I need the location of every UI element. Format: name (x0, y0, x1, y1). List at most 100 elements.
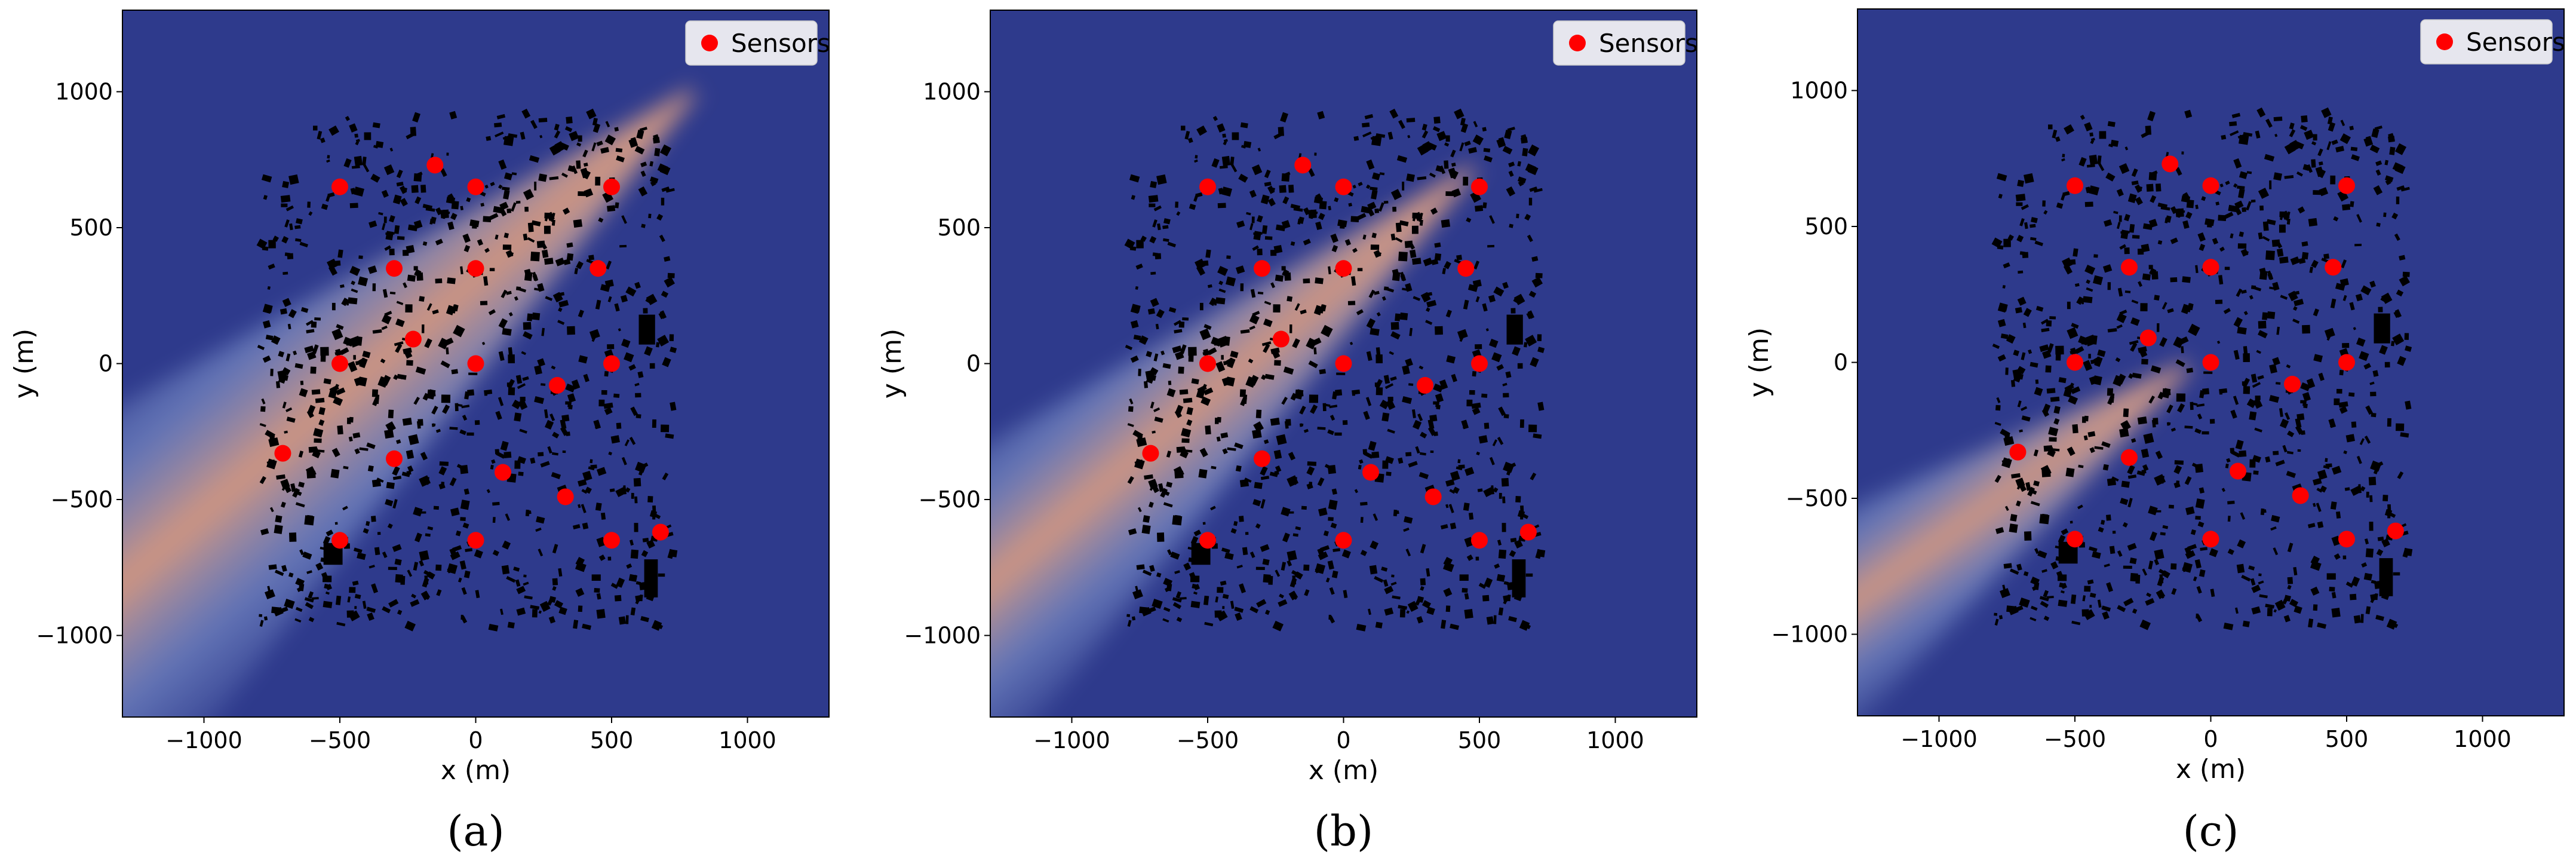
building (296, 586, 303, 592)
building (2339, 278, 2349, 287)
building (410, 599, 420, 607)
building (1287, 296, 1293, 302)
building (1407, 134, 1411, 139)
building (422, 241, 428, 246)
building (536, 240, 545, 249)
building (2093, 254, 2098, 258)
building (1516, 213, 1519, 219)
building (634, 281, 641, 289)
building (1417, 176, 1427, 180)
building (318, 449, 325, 453)
building (1379, 172, 1385, 176)
building (649, 161, 653, 167)
building (2142, 464, 2149, 471)
building (1279, 593, 1284, 599)
building (2230, 409, 2237, 419)
building (1193, 591, 1198, 595)
building (2236, 563, 2245, 574)
building (1454, 108, 1464, 120)
building (1498, 406, 1506, 416)
building (2257, 375, 2264, 380)
building (1222, 593, 1229, 599)
building (558, 292, 565, 296)
building (268, 564, 277, 570)
sensor-point (467, 260, 484, 277)
building (441, 394, 451, 403)
building (262, 320, 271, 329)
building (2098, 163, 2105, 171)
building (2237, 539, 2246, 549)
building (1172, 515, 1183, 526)
building (354, 133, 358, 138)
building (2317, 622, 2327, 629)
building (2022, 322, 2027, 329)
building (1138, 335, 1149, 345)
building (578, 479, 587, 487)
building (2120, 498, 2129, 506)
building (283, 271, 288, 275)
building (1466, 217, 1472, 223)
building (385, 499, 394, 507)
building (2351, 421, 2357, 428)
building (362, 157, 367, 166)
building (2196, 614, 2203, 623)
building (567, 326, 575, 335)
building (321, 203, 328, 210)
building (2090, 359, 2098, 364)
building (2354, 243, 2362, 247)
plume (122, 88, 696, 717)
building (1365, 397, 1372, 406)
building (1196, 388, 1205, 399)
building (1360, 501, 1368, 506)
building (2188, 323, 2200, 336)
sensor-point (386, 260, 403, 277)
building (2287, 584, 2292, 590)
building (2047, 343, 2054, 353)
sensor-point (2067, 177, 2083, 194)
building (1994, 618, 1999, 626)
building (2055, 353, 2061, 361)
building (652, 515, 656, 520)
building (2359, 438, 2365, 445)
building (621, 457, 627, 465)
building (262, 304, 273, 314)
building (498, 318, 508, 329)
building (2002, 284, 2006, 289)
building (287, 323, 291, 330)
building (294, 618, 302, 623)
building (460, 206, 463, 210)
building (2394, 163, 2406, 174)
building (1281, 396, 1288, 405)
building (557, 320, 565, 325)
building (653, 134, 660, 143)
building (2106, 582, 2113, 592)
building (2107, 282, 2111, 290)
building (2182, 220, 2190, 229)
sensor-point (2161, 155, 2179, 173)
building (1292, 575, 1297, 585)
building (2286, 470, 2296, 478)
building (1263, 318, 1273, 327)
y-tick-label: 500 (937, 215, 981, 241)
building (1220, 580, 1227, 586)
building (2004, 506, 2009, 511)
building (518, 287, 527, 293)
building (1135, 286, 1138, 290)
building (2318, 161, 2323, 166)
building (320, 347, 329, 356)
building (1248, 358, 1254, 364)
building (1381, 296, 1386, 301)
building (552, 431, 560, 439)
building (298, 482, 305, 488)
building (2019, 429, 2023, 433)
building (2031, 217, 2038, 223)
building (637, 371, 644, 378)
building (518, 399, 528, 410)
building (435, 564, 442, 571)
building (1366, 351, 1373, 361)
building (498, 184, 503, 189)
building (1530, 357, 1539, 367)
building (2313, 604, 2318, 611)
x-tick-label: 0 (468, 727, 483, 753)
